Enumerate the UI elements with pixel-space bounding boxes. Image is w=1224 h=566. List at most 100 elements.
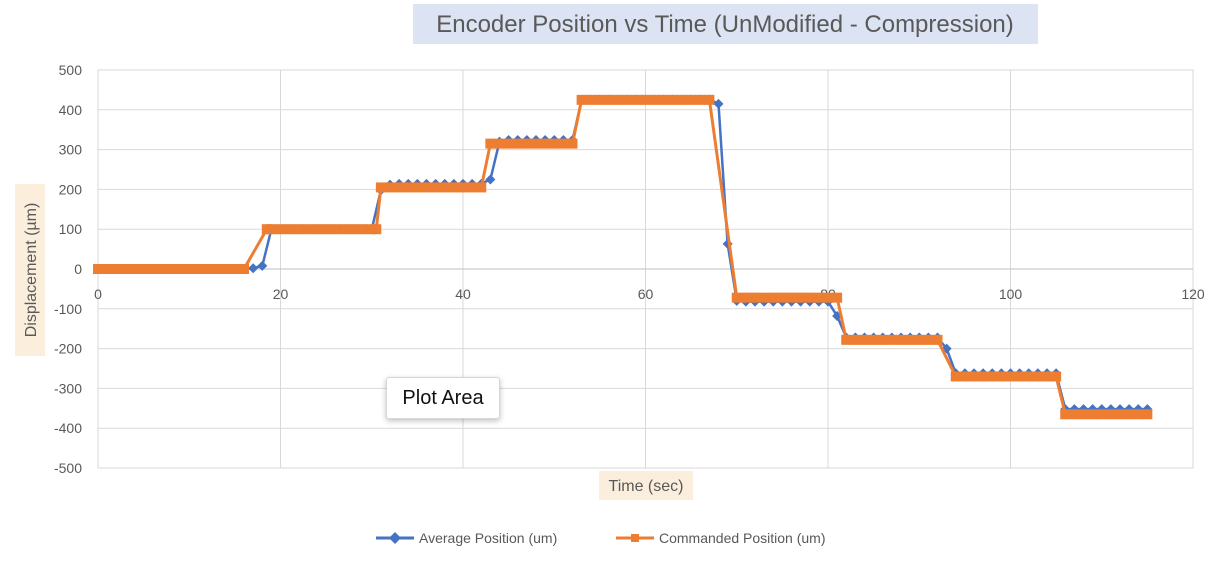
- data-point-square: [138, 264, 149, 274]
- data-point-square: [1078, 409, 1089, 420]
- data-point-square: [1032, 371, 1043, 382]
- data-point-square: [594, 94, 605, 105]
- data-point-square: [877, 334, 888, 345]
- data-point-square: [266, 224, 277, 235]
- data-point-square: [695, 94, 706, 105]
- data-point-square: [467, 182, 478, 193]
- data-point-square: [686, 94, 697, 105]
- x-axis-title-highlight: [599, 471, 693, 500]
- data-point-square: [312, 224, 322, 235]
- data-point-square: [1133, 409, 1144, 420]
- data-point-square: [1087, 409, 1098, 420]
- y-tick-label: -300: [54, 380, 82, 396]
- data-point-square: [284, 224, 295, 235]
- data-point-square: [649, 94, 660, 105]
- series-layer: [93, 94, 1153, 420]
- data-point-square: [987, 371, 998, 382]
- data-point-square: [1069, 409, 1080, 420]
- data-point-square: [905, 334, 916, 345]
- data-point-square: [1115, 409, 1125, 420]
- data-point-square: [421, 182, 432, 193]
- y-axis-title-group: Displacement (µm): [15, 184, 45, 356]
- data-point-square: [540, 138, 551, 149]
- data-point-square: [740, 292, 751, 303]
- data-point-square: [403, 182, 414, 193]
- data-point-square: [321, 224, 332, 235]
- series-commanded-position: [93, 94, 1153, 420]
- data-point-square: [93, 264, 103, 274]
- data-point-square: [512, 138, 523, 149]
- data-point-square: [823, 292, 833, 303]
- data-point-square: [412, 182, 423, 193]
- axes: 500 400 300 200 100 0 -100 -200 -300 -400 -500 0 20 4…: [54, 62, 1205, 476]
- x-tick-label: 60: [638, 286, 654, 302]
- x-tick-label: 120: [1181, 286, 1205, 302]
- data-point-square: [1014, 371, 1025, 382]
- data-point-square: [348, 224, 359, 235]
- data-point-square: [193, 264, 204, 274]
- data-point-square: [1124, 409, 1135, 420]
- data-point-square: [120, 264, 131, 274]
- data-point-square: [959, 371, 970, 382]
- data-point-square: [969, 371, 979, 382]
- data-point-square: [1096, 409, 1107, 420]
- data-point-square: [229, 264, 240, 274]
- data-point-square: [293, 224, 304, 235]
- data-point-square: [558, 138, 569, 149]
- data-point-square: [1142, 409, 1153, 420]
- data-point-square: [585, 94, 596, 105]
- y-tick-label: -400: [54, 420, 82, 436]
- data-point-square: [631, 94, 642, 105]
- data-point-square: [211, 264, 222, 274]
- data-point-square: [704, 94, 715, 105]
- legend-label-commanded: Commanded Position (um): [659, 530, 826, 546]
- data-point-square: [275, 224, 286, 235]
- chart-title: Encoder Position vs Time (UnModified - C…: [436, 11, 1014, 38]
- data-point-square: [1023, 371, 1034, 382]
- y-tick-label: -200: [54, 341, 82, 357]
- y-tick-label: 300: [59, 142, 83, 158]
- data-point-square: [996, 371, 1007, 382]
- y-tick-label: 400: [59, 102, 83, 118]
- data-point-square: [439, 182, 450, 193]
- legend: Average Position (um) Commanded Position…: [376, 530, 826, 546]
- data-point-square: [494, 138, 505, 149]
- y-axis-title: Displacement (µm): [23, 203, 40, 338]
- data-point-square: [202, 264, 213, 274]
- data-point-square: [640, 94, 651, 105]
- data-point-square: [850, 334, 861, 345]
- data-point-square: [750, 292, 760, 303]
- data-point-square: [184, 264, 195, 274]
- x-tick-label: 0: [94, 286, 102, 302]
- data-point-square: [622, 94, 633, 105]
- data-point-square: [677, 94, 687, 105]
- data-point-square: [859, 334, 870, 345]
- data-point-square: [339, 224, 350, 235]
- y-tick-label: -500: [54, 460, 82, 476]
- data-point-square: [795, 292, 806, 303]
- y-axis-title-highlight: [15, 184, 45, 356]
- data-point-square: [1051, 371, 1062, 382]
- data-point-square: [102, 264, 113, 274]
- data-point-square: [768, 292, 779, 303]
- data-point-diamond: [485, 174, 496, 185]
- y-tick-label: -100: [54, 301, 82, 317]
- data-point-square: [658, 94, 669, 105]
- data-point-square: [458, 182, 468, 193]
- data-point-square: [667, 94, 678, 105]
- data-point-square: [330, 224, 341, 235]
- y-tick-label: 100: [59, 221, 83, 237]
- data-point-square: [813, 292, 824, 303]
- data-point-square: [156, 264, 167, 274]
- data-point-square: [166, 264, 176, 274]
- data-point-square: [1042, 371, 1052, 382]
- x-tick-label: 100: [999, 286, 1023, 302]
- data-point-square: [914, 334, 925, 345]
- data-point-square: [1105, 409, 1116, 420]
- data-point-square: [147, 264, 158, 274]
- y-tick-label: 500: [59, 62, 83, 78]
- data-point-square: [786, 292, 797, 303]
- data-point-square: [567, 138, 578, 149]
- chart-title-highlight: [413, 4, 1038, 44]
